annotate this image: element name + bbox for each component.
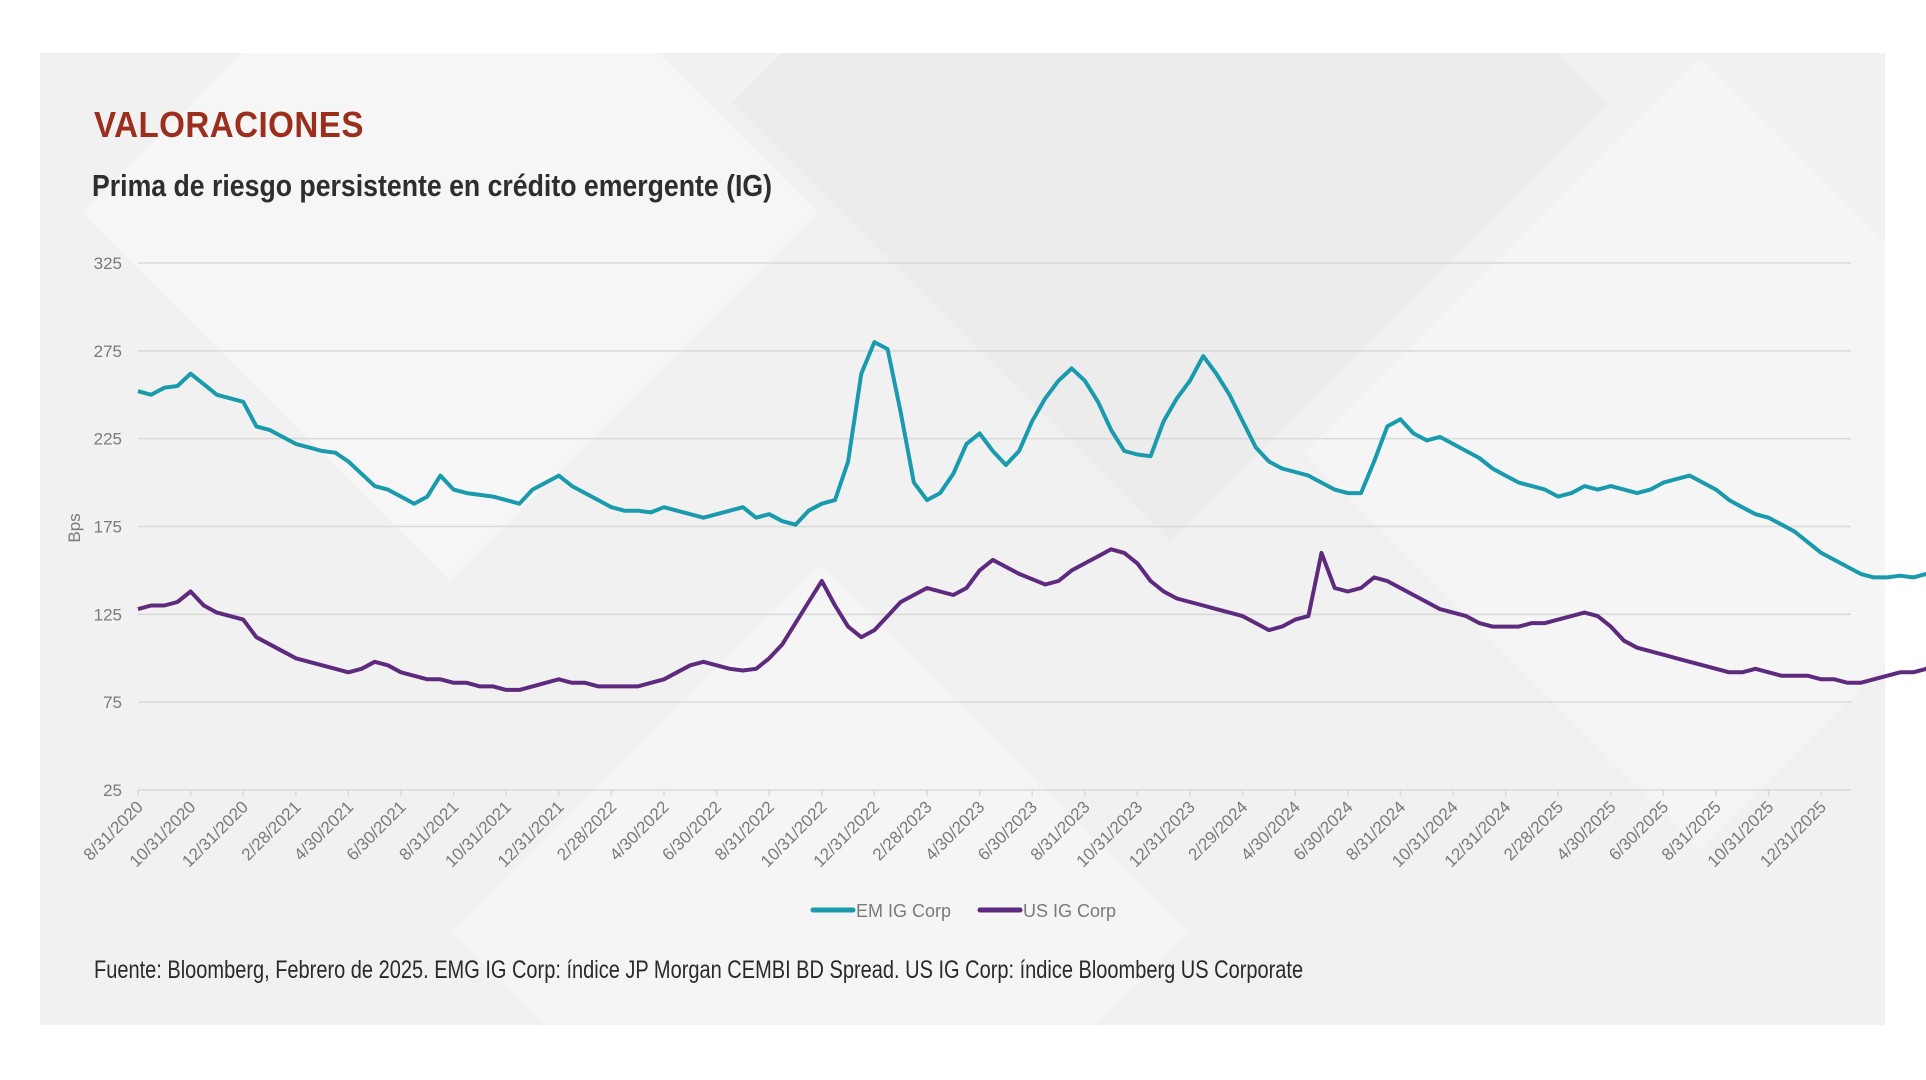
- slide-background: [40, 53, 1885, 1025]
- y-tick-label: 75: [103, 693, 122, 712]
- section-title: VALORACIONES: [94, 104, 364, 145]
- y-tick-label: 25: [103, 781, 122, 800]
- corner-decoration-bottom-left: [0, 985, 40, 1025]
- y-axis-ticks: 25 75 125 175 225 275 325: [94, 254, 122, 800]
- series-line-us-ig-corp: [137, 547, 1926, 692]
- y-tick-label: 325: [94, 254, 122, 273]
- y-tick-label: 225: [94, 430, 122, 449]
- y-axis-label: Bps: [65, 513, 84, 542]
- gridlines: [138, 262, 1851, 791]
- legend-label-us: US IG Corp: [1023, 901, 1116, 921]
- corner-decoration-top-left: [0, 53, 40, 93]
- y-tick-label: 175: [94, 518, 122, 537]
- chart-title: Prima de riesgo persistente en crédito e…: [92, 168, 773, 203]
- x-axis: 8/31/202010/31/202012/31/20202/28/20214/…: [80, 790, 1830, 871]
- legend: EM IG Corp US IG Corp: [810, 901, 1116, 921]
- legend-label-em: EM IG Corp: [856, 901, 951, 921]
- y-tick-label: 125: [94, 605, 122, 624]
- corner-decoration-top-right: [1885, 53, 1926, 93]
- series-lines: [137, 340, 1926, 692]
- source-footnote: Fuente: Bloomberg, Febrero de 2025. EMG …: [94, 956, 1304, 984]
- corner-decoration-bottom-right: [1885, 985, 1926, 1025]
- series-line-em-ig-corp: [137, 340, 1926, 580]
- y-tick-label: 275: [94, 342, 122, 361]
